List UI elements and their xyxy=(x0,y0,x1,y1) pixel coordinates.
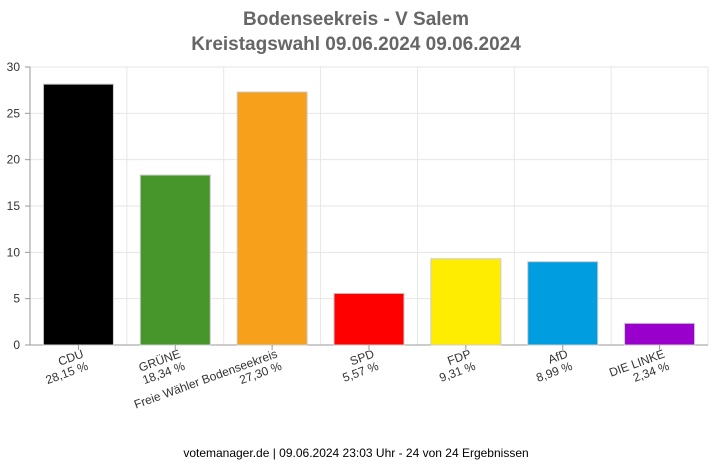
y-tick-label: 5 xyxy=(13,292,20,306)
footer-text: votemanager.de | 09.06.2024 23:03 Uhr - … xyxy=(183,446,529,460)
category-name: AfD xyxy=(546,347,570,367)
bar-1 xyxy=(139,174,211,346)
x-tick-label: CDU28,15 % xyxy=(39,347,90,388)
y-tick-label: 15 xyxy=(7,199,21,213)
x-tick-label: AfD8,99 % xyxy=(530,347,575,385)
bar-3 xyxy=(333,292,405,346)
y-tick-label: 25 xyxy=(7,106,21,120)
chart-title: Bodenseekreis - V Salem xyxy=(243,9,469,30)
y-tick-label: 30 xyxy=(7,60,21,74)
y-tick-label: 10 xyxy=(7,245,21,259)
bar-5 xyxy=(527,261,599,346)
bar-2 xyxy=(236,91,308,346)
chart-subtitle: Kreistagswahl 09.06.2024 09.06.2024 xyxy=(191,34,521,55)
bar-6 xyxy=(624,322,696,346)
x-tick-label: DIE LINKE2,34 % xyxy=(607,347,671,392)
x-tick-label: FDP9,31 % xyxy=(433,347,478,385)
bar-4 xyxy=(430,258,502,346)
x-tick-label: SPD5,57 % xyxy=(336,347,381,385)
y-tick-label: 20 xyxy=(7,153,21,167)
bar-0 xyxy=(42,83,114,346)
y-tick-label: 0 xyxy=(13,338,20,352)
